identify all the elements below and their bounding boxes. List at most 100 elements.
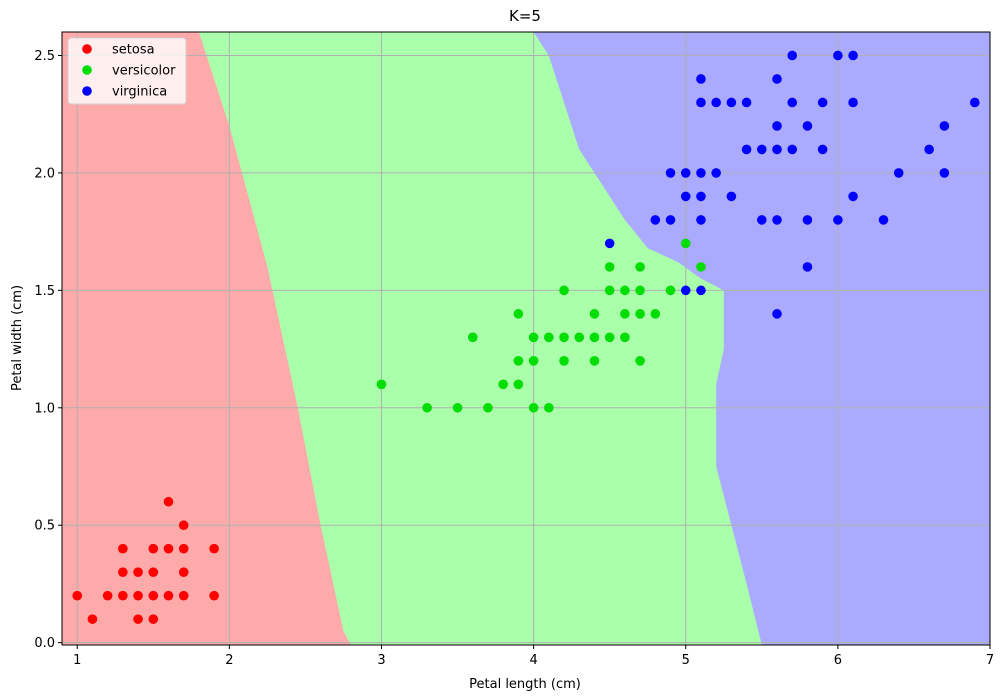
point-versicolor: [483, 402, 493, 413]
point-setosa: [118, 590, 128, 601]
point-setosa: [148, 543, 159, 554]
point-versicolor: [376, 379, 387, 390]
point-virginica: [680, 168, 691, 178]
point-versicolor: [544, 332, 554, 343]
point-setosa: [133, 590, 143, 601]
point-virginica: [665, 215, 676, 225]
point-virginica: [772, 121, 782, 131]
point-virginica: [848, 97, 858, 108]
point-versicolor: [513, 379, 524, 390]
point-virginica: [939, 168, 950, 178]
point-virginica: [833, 50, 843, 61]
decision-regions: [62, 32, 990, 645]
point-virginica: [696, 97, 706, 108]
point-versicolor: [635, 356, 645, 366]
point-versicolor: [559, 332, 569, 343]
point-virginica: [802, 121, 813, 131]
point-virginica: [696, 74, 706, 84]
point-setosa: [118, 543, 128, 554]
point-versicolor: [452, 402, 463, 413]
point-versicolor: [498, 379, 508, 390]
y-tick-label: 2.0: [34, 166, 55, 181]
point-versicolor: [589, 332, 600, 343]
point-versicolor: [635, 309, 645, 319]
point-setosa: [178, 543, 189, 554]
point-virginica: [939, 121, 950, 131]
x-axis-ticks: 1 2 3 4 5 6 7: [73, 645, 994, 668]
point-versicolor: [589, 309, 600, 319]
point-virginica: [817, 97, 828, 108]
point-virginica: [696, 191, 706, 202]
point-setosa: [178, 590, 189, 601]
legend-label-virginica: virginica: [112, 85, 167, 100]
x-tick-label: 1: [73, 653, 81, 668]
point-virginica: [772, 215, 782, 225]
point-versicolor: [589, 356, 600, 366]
x-tick-label: 3: [377, 653, 385, 668]
x-tick-label: 7: [986, 653, 994, 668]
y-tick-label: 0.0: [34, 636, 55, 651]
point-virginica: [787, 50, 798, 61]
point-versicolor: [559, 285, 569, 296]
point-versicolor: [559, 356, 569, 366]
point-setosa: [133, 567, 143, 577]
point-virginica: [696, 215, 706, 225]
point-versicolor: [513, 356, 524, 366]
point-versicolor: [528, 332, 539, 343]
point-setosa: [163, 543, 174, 554]
point-virginica: [604, 238, 615, 249]
point-virginica: [757, 144, 767, 155]
legend-label-setosa: setosa: [112, 43, 155, 58]
point-versicolor: [528, 356, 539, 366]
x-axis-label: Petal length (cm): [469, 677, 581, 692]
point-versicolor: [665, 285, 676, 296]
legend-marker-virginica: [82, 86, 92, 96]
point-virginica: [696, 285, 706, 296]
point-virginica: [969, 97, 980, 108]
point-virginica: [757, 215, 767, 225]
point-setosa: [148, 614, 159, 624]
x-tick-label: 6: [834, 653, 842, 668]
point-versicolor: [467, 332, 478, 343]
point-setosa: [163, 590, 174, 601]
point-versicolor: [650, 309, 661, 319]
point-setosa: [178, 567, 189, 577]
point-setosa: [148, 590, 159, 601]
point-virginica: [726, 191, 737, 202]
point-virginica: [741, 97, 752, 108]
point-setosa: [102, 590, 113, 601]
y-tick-label: 1.0: [34, 401, 55, 416]
point-versicolor: [635, 285, 645, 296]
point-versicolor: [528, 402, 539, 413]
plot-frame: [61, 31, 991, 646]
y-tick-label: 1.5: [34, 284, 55, 299]
point-virginica: [787, 97, 798, 108]
point-versicolor: [680, 238, 691, 249]
point-versicolor: [422, 402, 432, 413]
point-setosa: [87, 614, 98, 624]
x-tick-label: 5: [682, 653, 690, 668]
point-virginica: [772, 74, 782, 84]
point-virginica: [924, 144, 934, 155]
point-setosa: [163, 496, 174, 507]
point-versicolor: [635, 262, 645, 272]
point-virginica: [680, 191, 691, 202]
point-virginica: [696, 168, 706, 178]
point-virginica: [802, 262, 813, 272]
data-points: [72, 50, 980, 624]
point-virginica: [787, 144, 798, 155]
legend: setosa versicolor virginica: [67, 37, 187, 105]
point-setosa: [178, 520, 189, 531]
point-setosa: [118, 567, 128, 577]
point-versicolor: [620, 285, 630, 296]
y-tick-label: 2.5: [34, 49, 55, 64]
legend-marker-versicolor: [82, 65, 92, 75]
legend-marker-setosa: [82, 44, 92, 54]
region-setosa: [62, 32, 351, 645]
x-tick-label: 4: [529, 653, 537, 668]
legend-label-versicolor: versicolor: [112, 64, 176, 79]
point-virginica: [665, 168, 676, 178]
point-virginica: [817, 144, 828, 155]
legend-box: [67, 37, 187, 105]
